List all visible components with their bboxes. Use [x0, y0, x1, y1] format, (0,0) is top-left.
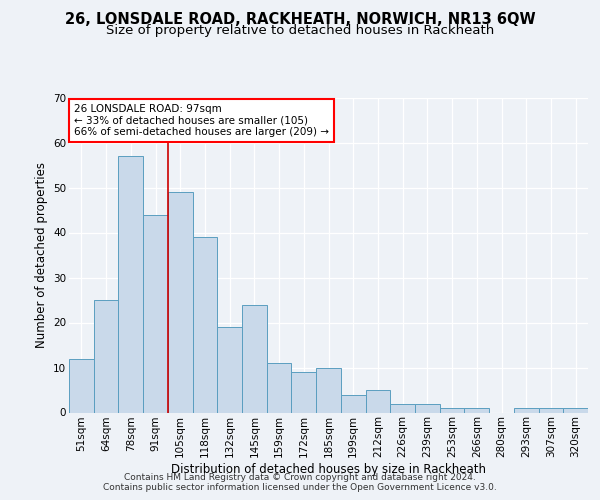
- Bar: [69, 358, 94, 412]
- Bar: [267, 363, 292, 412]
- Bar: [415, 404, 440, 412]
- Bar: [440, 408, 464, 412]
- Text: 26, LONSDALE ROAD, RACKHEATH, NORWICH, NR13 6QW: 26, LONSDALE ROAD, RACKHEATH, NORWICH, N…: [65, 12, 535, 28]
- Y-axis label: Number of detached properties: Number of detached properties: [35, 162, 47, 348]
- Bar: [292, 372, 316, 412]
- Bar: [242, 304, 267, 412]
- Bar: [341, 394, 365, 412]
- Text: 26 LONSDALE ROAD: 97sqm
← 33% of detached houses are smaller (105)
66% of semi-d: 26 LONSDALE ROAD: 97sqm ← 33% of detache…: [74, 104, 329, 137]
- Bar: [118, 156, 143, 412]
- Bar: [514, 408, 539, 412]
- Bar: [316, 368, 341, 412]
- Bar: [143, 214, 168, 412]
- X-axis label: Distribution of detached houses by size in Rackheath: Distribution of detached houses by size …: [171, 463, 486, 476]
- Bar: [217, 327, 242, 412]
- Bar: [539, 408, 563, 412]
- Bar: [365, 390, 390, 412]
- Bar: [193, 237, 217, 412]
- Text: Contains HM Land Registry data © Crown copyright and database right 2024.
Contai: Contains HM Land Registry data © Crown c…: [103, 473, 497, 492]
- Bar: [94, 300, 118, 412]
- Bar: [390, 404, 415, 412]
- Bar: [464, 408, 489, 412]
- Text: Size of property relative to detached houses in Rackheath: Size of property relative to detached ho…: [106, 24, 494, 37]
- Bar: [563, 408, 588, 412]
- Bar: [168, 192, 193, 412]
